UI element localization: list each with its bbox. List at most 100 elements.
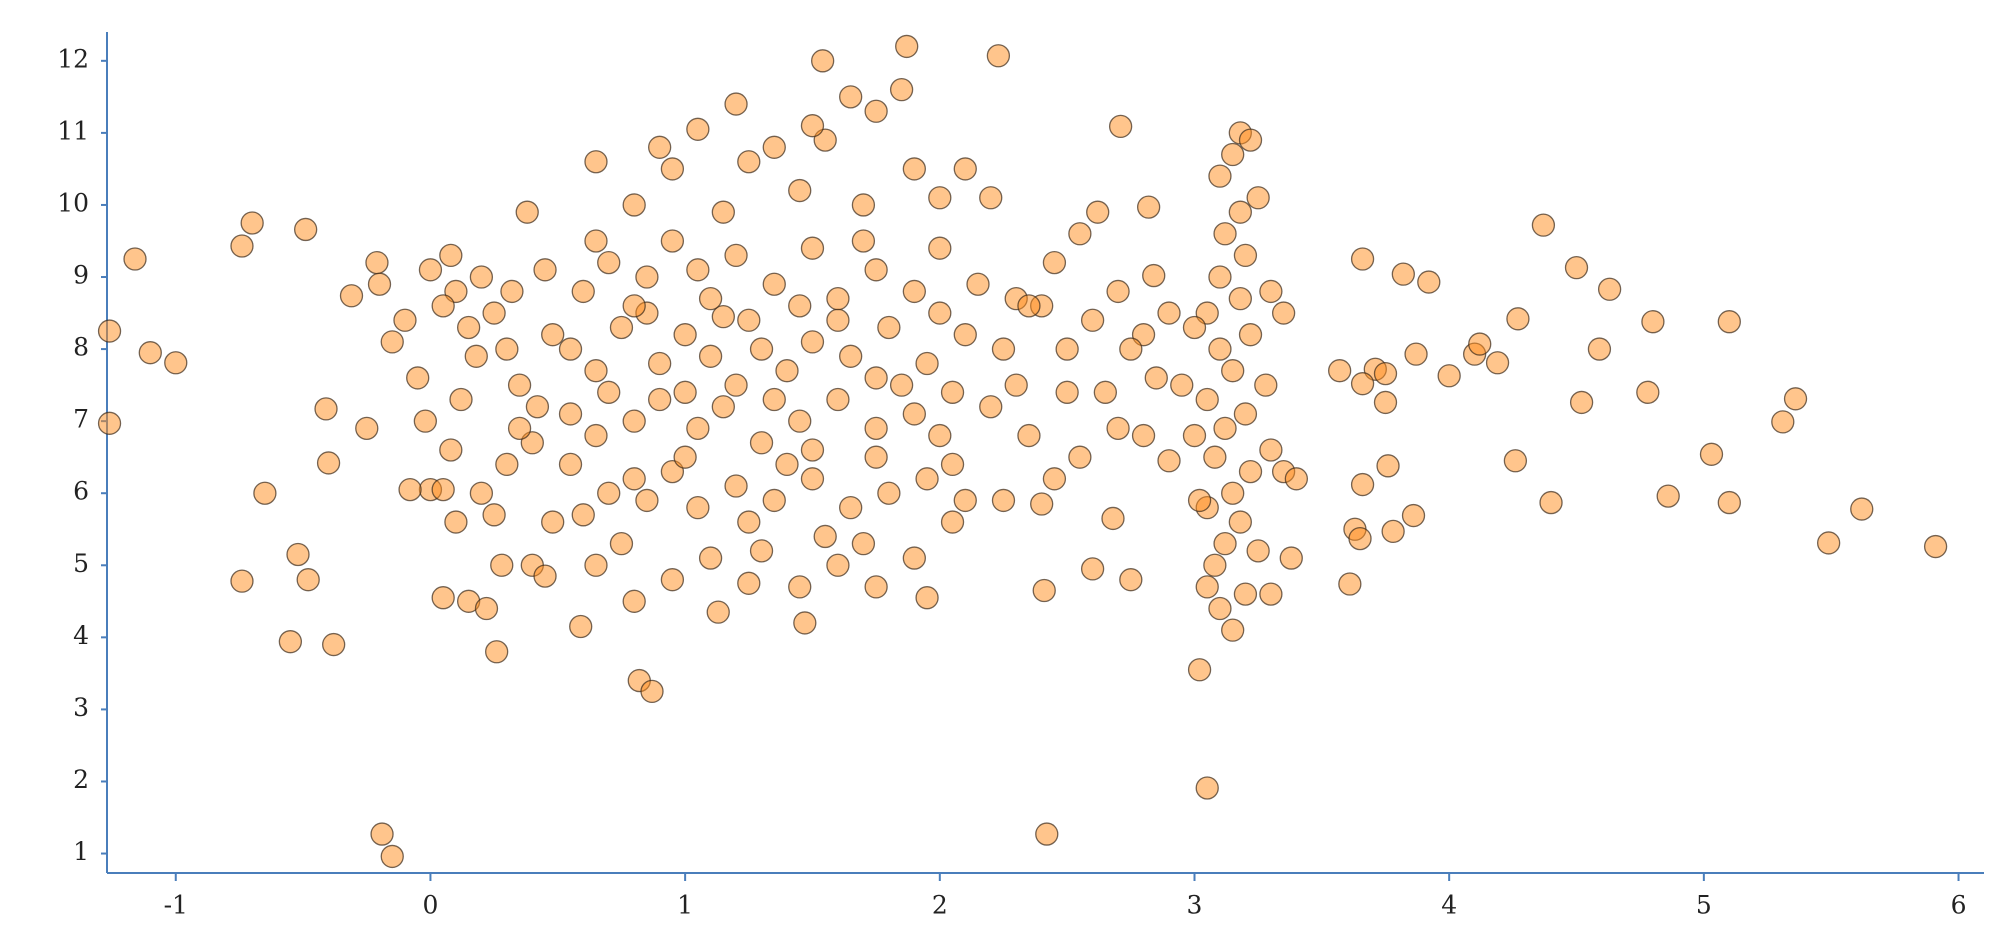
point [648, 387, 672, 412]
point [1086, 200, 1110, 224]
point [979, 186, 1003, 210]
point [464, 344, 488, 368]
point [1404, 342, 1428, 366]
point [775, 359, 799, 383]
point [648, 135, 672, 159]
y-tick-label: 2 [73, 765, 89, 794]
point [370, 822, 394, 846]
point [686, 117, 710, 141]
point [711, 200, 735, 224]
point [1032, 578, 1056, 603]
point [686, 258, 710, 282]
point [1816, 531, 1841, 555]
point [698, 344, 723, 368]
point [367, 272, 392, 296]
point [877, 481, 901, 505]
point [711, 305, 735, 329]
point [762, 135, 786, 159]
point [953, 157, 977, 181]
point [1246, 539, 1270, 563]
point [1699, 442, 1724, 466]
point [569, 614, 593, 639]
point [1228, 286, 1252, 311]
point [1373, 390, 1398, 415]
point [1055, 337, 1079, 361]
point [558, 402, 583, 426]
point [800, 236, 825, 260]
point [525, 395, 550, 419]
point [507, 416, 532, 441]
x-tick-label: 2 [932, 891, 948, 920]
point [584, 553, 608, 577]
point [660, 229, 685, 253]
point [902, 402, 926, 426]
point [762, 272, 786, 296]
point [1348, 526, 1372, 551]
point [1187, 658, 1212, 682]
point [1641, 310, 1665, 334]
point [1119, 337, 1143, 361]
point [1254, 373, 1278, 397]
point [673, 380, 697, 404]
point [541, 510, 565, 534]
point [1271, 301, 1296, 325]
point [584, 359, 608, 383]
point [800, 330, 825, 354]
point [1531, 213, 1556, 237]
point [1208, 164, 1232, 188]
point [1144, 366, 1168, 390]
point [724, 92, 748, 116]
x-tick-label: 3 [1187, 891, 1203, 920]
point [571, 503, 595, 527]
point [380, 330, 404, 354]
point [474, 596, 499, 621]
point [826, 308, 850, 332]
point [640, 679, 664, 704]
point [1564, 256, 1589, 280]
point [485, 640, 509, 664]
point [1350, 247, 1375, 271]
point [622, 589, 646, 613]
point [889, 373, 914, 397]
x-tick-label: 4 [1441, 891, 1457, 920]
point [986, 44, 1011, 68]
point [724, 373, 748, 397]
point [1203, 553, 1227, 577]
point [826, 553, 850, 577]
point [1221, 142, 1245, 167]
point [928, 301, 952, 325]
point [1182, 315, 1207, 340]
point [1233, 402, 1258, 426]
point [97, 411, 122, 435]
point [902, 279, 926, 304]
point [902, 157, 926, 181]
point [1119, 568, 1143, 592]
point [609, 532, 634, 556]
y-tick-label: 6 [73, 477, 89, 506]
point [380, 844, 404, 869]
point [1503, 449, 1528, 473]
point [1717, 310, 1741, 334]
point [1182, 423, 1207, 448]
y-tick-label: 12 [57, 44, 89, 73]
point [877, 315, 901, 340]
point [788, 294, 812, 318]
point [495, 452, 519, 477]
point [1783, 387, 1808, 411]
point [355, 416, 379, 441]
point [1228, 510, 1252, 534]
point [839, 344, 863, 368]
point [1771, 410, 1795, 434]
point [1106, 279, 1130, 304]
point [584, 229, 608, 253]
point [584, 150, 608, 174]
point [915, 467, 939, 491]
point [749, 539, 774, 563]
y-tick-label: 5 [73, 549, 89, 578]
point [1338, 572, 1362, 596]
point [839, 85, 863, 109]
point [788, 178, 812, 203]
point [1106, 416, 1130, 441]
